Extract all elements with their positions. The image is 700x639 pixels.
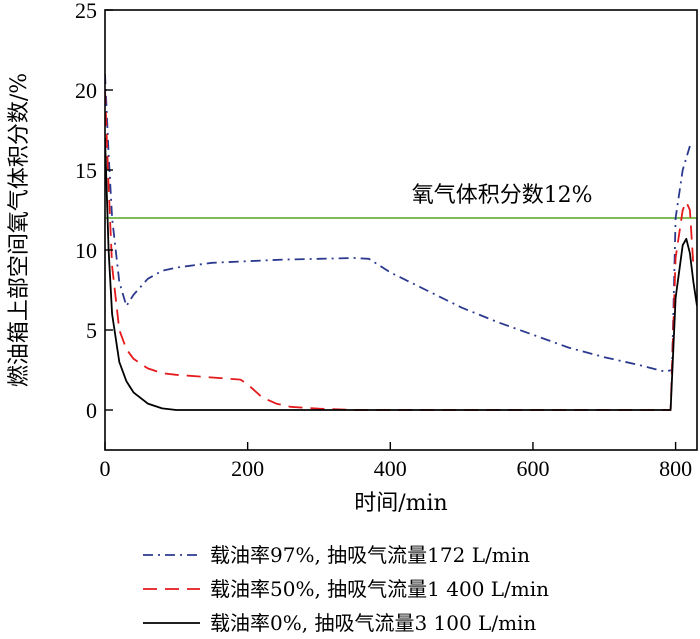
x-tick-label-200: 200: [231, 456, 264, 481]
x-tick-label-400: 400: [374, 456, 407, 481]
x-axis-title: 时间/min: [354, 491, 447, 516]
series-line-1: [105, 89, 695, 411]
y-tick-label-20: 20: [75, 78, 97, 103]
x-tick-label-0: 0: [100, 456, 111, 481]
x-tick-label-600: 600: [516, 456, 549, 481]
annotation-0: 氧气体积分数12%: [412, 183, 593, 208]
y-tick-label-5: 5: [86, 318, 97, 343]
plot-frame: [104, 9, 698, 451]
legend-label-2: 载油率0%, 抽吸气流量3 100 L/min: [210, 611, 536, 635]
x-tick-label-800: 800: [659, 456, 692, 481]
legend-label-1: 载油率50%, 抽吸气流量1 400 L/min: [210, 577, 549, 601]
y-tick-label-25: 25: [75, 0, 97, 23]
legend: 载油率97%, 抽吸气流量172 L/min 载油率50%, 抽吸气流量1 400…: [143, 543, 549, 635]
series-line-0: [105, 73, 691, 373]
annotation-layer: 氧气体积分数12%: [412, 183, 593, 208]
ticks-layer: 0 200 400 600 800 0 5 10 15 20 25: [75, 0, 692, 481]
y-axis-title: 燃油箱上部空间氧气体积分数/%: [7, 73, 32, 387]
y-tick-label-0: 0: [86, 398, 97, 423]
y-tick-label-15: 15: [75, 158, 97, 183]
series-layer: [105, 73, 697, 411]
series-line-2: [105, 137, 697, 411]
y-tick-label-10: 10: [75, 238, 97, 263]
legend-label-0: 载油率97%, 抽吸气流量172 L/min: [210, 543, 530, 567]
